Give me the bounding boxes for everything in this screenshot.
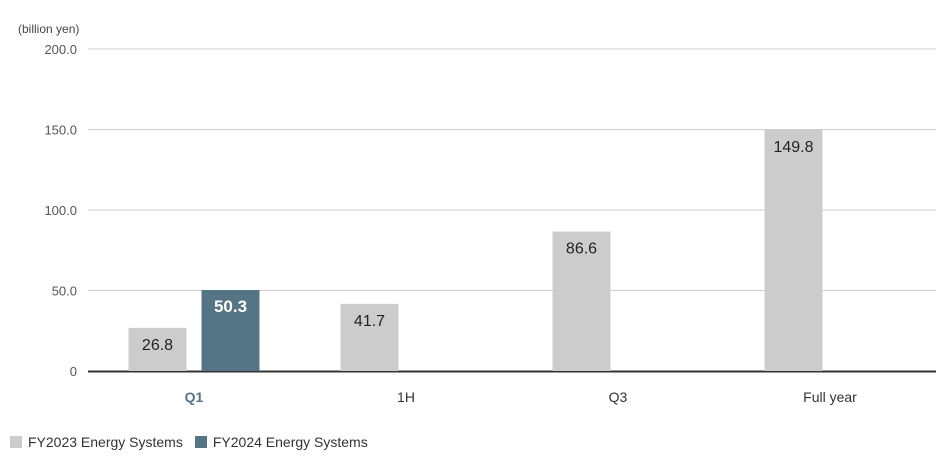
data-label: 41.7 bbox=[354, 313, 385, 330]
data-label: 86.6 bbox=[566, 241, 597, 258]
data-label: 149.8 bbox=[773, 139, 813, 156]
data-label: 50.3 bbox=[214, 297, 247, 316]
unit-label: (billion yen) bbox=[18, 22, 79, 36]
x-tick-label: Full year bbox=[803, 389, 857, 405]
bar bbox=[552, 231, 611, 371]
legend: FY2023 Energy Systems FY2024 Energy Syst… bbox=[10, 434, 380, 450]
y-tick-label: 50.0 bbox=[52, 284, 77, 299]
x-tick-label: 1H bbox=[397, 389, 415, 405]
bar bbox=[201, 290, 260, 371]
y-tick-label: 100.0 bbox=[44, 203, 77, 218]
y-tick-label: 150.0 bbox=[44, 123, 77, 138]
data-label: 26.8 bbox=[142, 337, 173, 354]
legend-label-fy2023: FY2023 Energy Systems bbox=[28, 434, 183, 450]
labels-layer: 26.8 50.3 Q1 41.7 1H 86.6 Q3 149.8 Full year bbox=[142, 139, 857, 405]
y-tick-label: 200.0 bbox=[44, 42, 77, 57]
y-tick-label: 0 bbox=[70, 364, 77, 379]
bar bbox=[340, 303, 399, 371]
chart: (billion yen) 0 50.0 100.0 150.0 200.0 26.8 5… bbox=[18, 22, 936, 405]
legend-label-fy2024: FY2024 Energy Systems bbox=[212, 434, 368, 450]
bar bbox=[764, 129, 823, 371]
legend-swatch-fy2024 bbox=[194, 436, 207, 448]
bar bbox=[128, 327, 187, 371]
bars-layer bbox=[128, 129, 823, 371]
legend-item-fy2024: FY2024 Energy Systems bbox=[194, 434, 368, 450]
legend-item-fy2023: FY2023 Energy Systems bbox=[10, 434, 183, 450]
x-tick-label: Q3 bbox=[609, 389, 628, 405]
x-tick-label: Q1 bbox=[185, 389, 204, 405]
legend-swatch-fy2023 bbox=[10, 436, 22, 448]
